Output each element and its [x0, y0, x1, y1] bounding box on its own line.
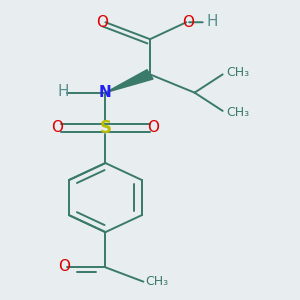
Polygon shape: [105, 70, 153, 93]
Text: H: H: [207, 14, 218, 29]
Text: N: N: [99, 85, 112, 100]
Text: O: O: [96, 15, 108, 30]
Text: CH₃: CH₃: [145, 275, 168, 288]
Text: O: O: [58, 259, 70, 274]
Text: O: O: [147, 120, 159, 135]
Text: CH₃: CH₃: [226, 106, 249, 119]
Text: S: S: [99, 119, 111, 137]
Text: CH₃: CH₃: [226, 66, 249, 79]
Text: O: O: [52, 120, 64, 135]
Text: H: H: [58, 84, 69, 99]
Text: O: O: [182, 15, 194, 30]
